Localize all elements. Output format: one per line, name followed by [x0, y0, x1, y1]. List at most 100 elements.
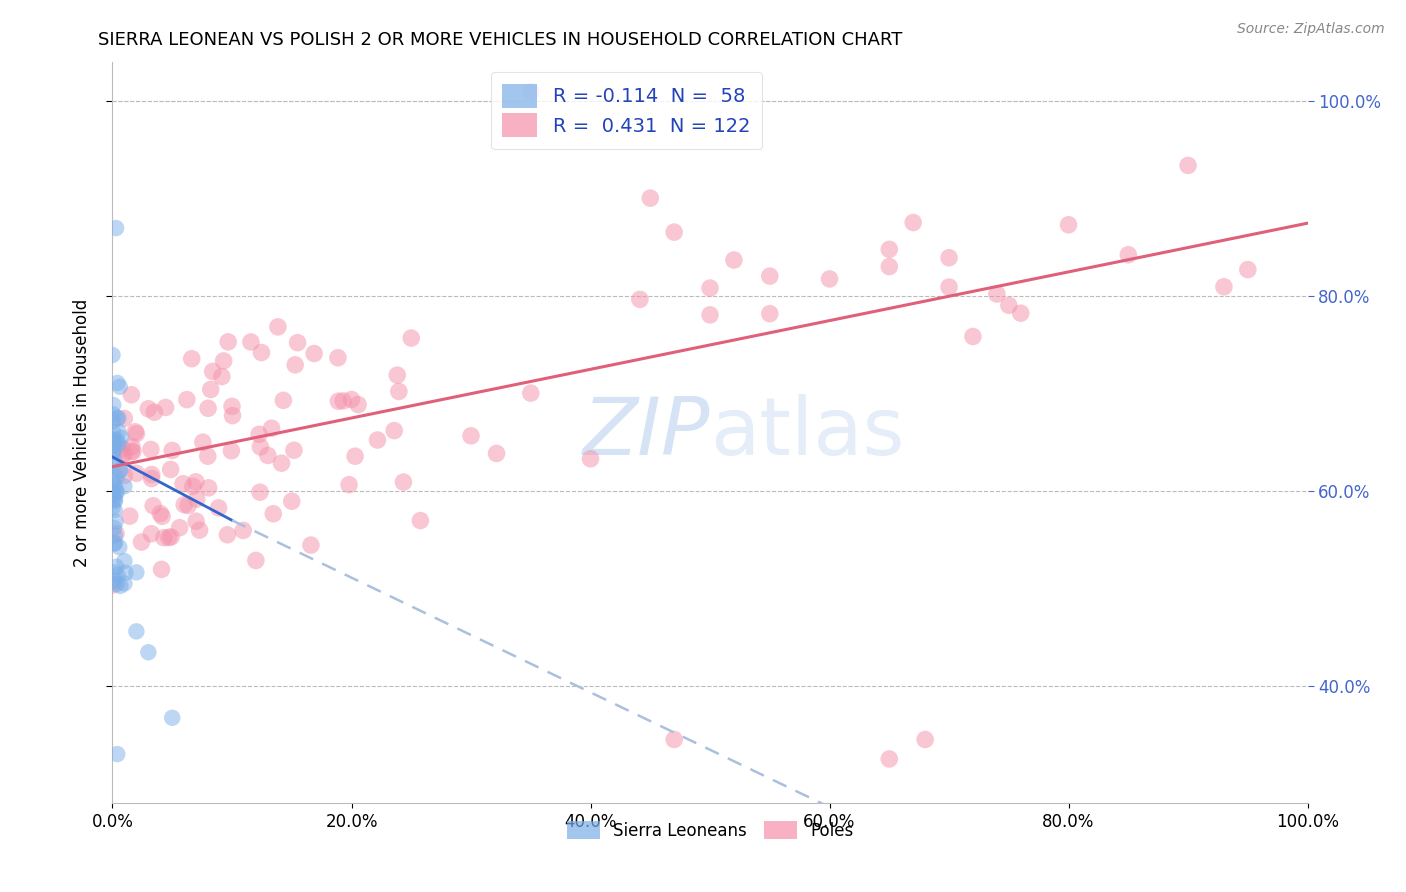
Point — [138, 645, 160, 659]
Point — [142, 499, 165, 513]
Point — [105, 559, 128, 574]
Point — [176, 392, 198, 407]
Point — [262, 507, 284, 521]
Point — [114, 566, 136, 580]
Point — [120, 444, 142, 458]
Point — [249, 485, 271, 500]
Point — [1057, 218, 1080, 232]
Point — [699, 281, 721, 295]
Point — [520, 85, 543, 99]
Point — [101, 458, 124, 472]
Point — [197, 481, 219, 495]
Point — [107, 376, 129, 390]
Point — [177, 499, 200, 513]
Point — [121, 440, 143, 454]
Point — [157, 531, 180, 545]
Point — [101, 348, 124, 362]
Point — [104, 492, 127, 507]
Point — [326, 351, 349, 365]
Point — [105, 434, 128, 448]
Point — [914, 732, 936, 747]
Point — [101, 578, 124, 592]
Point — [103, 398, 125, 412]
Point — [125, 566, 148, 580]
Point — [759, 307, 782, 321]
Point — [103, 438, 125, 452]
Point — [162, 443, 183, 458]
Point — [392, 475, 415, 489]
Point — [664, 225, 686, 239]
Point — [273, 393, 295, 408]
Point — [105, 221, 128, 235]
Point — [103, 566, 125, 580]
Point — [111, 448, 134, 462]
Point — [114, 479, 135, 493]
Point — [186, 492, 208, 507]
Point — [1213, 280, 1236, 294]
Point — [103, 453, 125, 467]
Point — [332, 393, 354, 408]
Point — [101, 488, 124, 502]
Point — [239, 334, 262, 349]
Point — [104, 493, 127, 508]
Point — [110, 464, 132, 478]
Point — [201, 364, 224, 378]
Point — [986, 287, 1008, 301]
Point — [107, 411, 129, 425]
Point — [221, 443, 243, 458]
Point — [124, 425, 146, 439]
Point — [640, 191, 662, 205]
Point — [103, 537, 125, 551]
Point — [112, 411, 135, 425]
Point — [879, 752, 901, 766]
Point — [162, 711, 183, 725]
Point — [270, 456, 292, 470]
Point — [101, 414, 124, 428]
Point — [125, 426, 148, 441]
Point — [186, 514, 208, 528]
Point — [245, 553, 267, 567]
Point — [212, 354, 235, 368]
Point — [180, 351, 202, 366]
Point — [938, 251, 960, 265]
Point — [302, 346, 325, 360]
Point — [125, 624, 148, 639]
Point — [141, 526, 163, 541]
Point — [388, 384, 411, 399]
Point — [104, 536, 127, 550]
Point — [103, 444, 125, 458]
Y-axis label: 2 or more Vehicles in Household: 2 or more Vehicles in Household — [73, 299, 91, 566]
Point — [221, 400, 243, 414]
Point — [103, 477, 125, 491]
Point — [159, 462, 181, 476]
Point — [141, 472, 163, 486]
Point — [104, 503, 127, 517]
Point — [366, 433, 388, 447]
Point — [181, 479, 204, 493]
Point — [664, 732, 686, 747]
Point — [103, 433, 125, 447]
Point — [118, 509, 141, 524]
Point — [125, 467, 148, 481]
Point — [409, 514, 432, 528]
Point — [103, 521, 125, 535]
Point — [114, 468, 135, 483]
Point — [188, 523, 211, 537]
Point — [104, 528, 127, 542]
Point — [105, 484, 128, 499]
Point — [105, 486, 128, 500]
Point — [105, 577, 128, 591]
Point — [139, 442, 162, 457]
Point — [903, 215, 925, 229]
Point — [150, 562, 173, 576]
Point — [267, 319, 290, 334]
Point — [217, 528, 239, 542]
Point — [173, 498, 195, 512]
Point — [287, 335, 309, 350]
Point — [250, 345, 273, 359]
Point — [105, 411, 128, 425]
Point — [138, 401, 160, 416]
Point — [101, 474, 124, 488]
Point — [143, 405, 166, 419]
Text: Source: ZipAtlas.com: Source: ZipAtlas.com — [1237, 22, 1385, 37]
